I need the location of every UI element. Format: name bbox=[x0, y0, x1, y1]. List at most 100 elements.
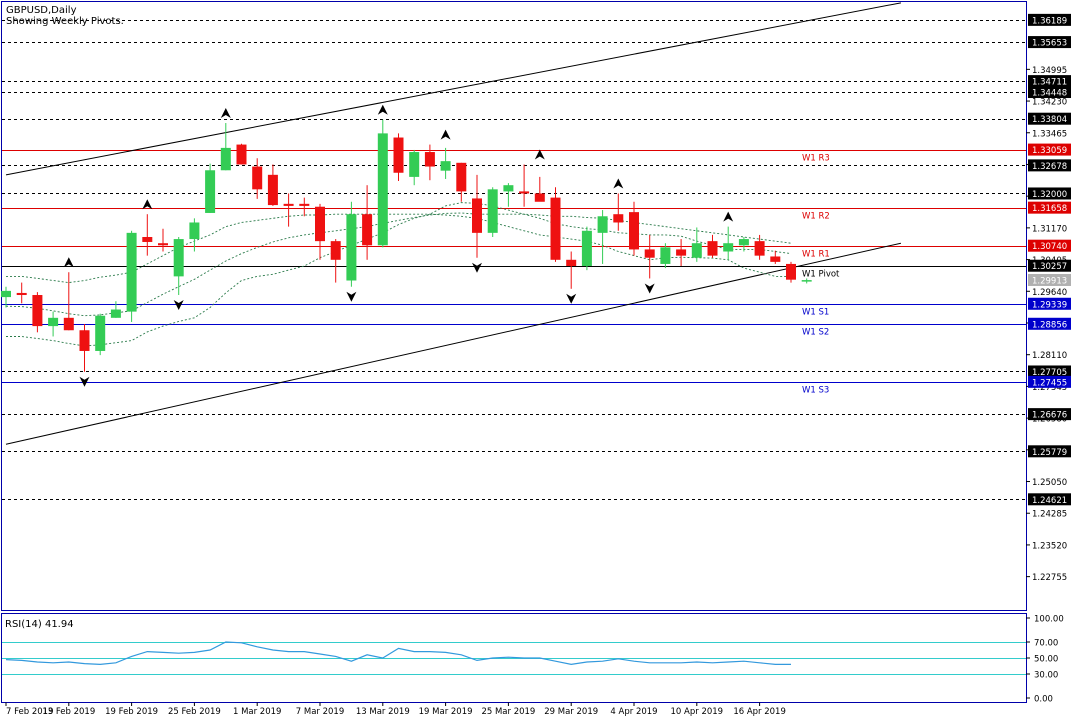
level-price-tag-bg bbox=[1028, 365, 1071, 378]
fractal-down-arrow bbox=[79, 376, 90, 387]
level-price-tag-bg bbox=[1028, 493, 1071, 506]
fractal-up-arrow bbox=[377, 104, 388, 115]
level-price-tag: 1.33804 bbox=[1032, 115, 1067, 125]
trend-line bbox=[5, 242, 902, 445]
level-price-tag: 1.36189 bbox=[1032, 16, 1067, 26]
pivot-line-label: W1 Pivot bbox=[802, 270, 840, 280]
fractal-down-arrow bbox=[644, 283, 655, 294]
time-tick-label: 7 Feb 2019 bbox=[6, 707, 54, 717]
time-tick-label: 25 Mar 2019 bbox=[481, 707, 535, 717]
candle-body bbox=[754, 241, 765, 256]
candle-body bbox=[409, 152, 420, 177]
candle-body bbox=[644, 249, 655, 258]
level-price-tag-bg bbox=[1028, 13, 1071, 26]
candle-body bbox=[110, 309, 121, 318]
price-tick-label: 1.22755 bbox=[1032, 573, 1067, 583]
pivot-price-tag: 1.27455 bbox=[1032, 378, 1067, 388]
time-tick-label: 13 Mar 2019 bbox=[356, 707, 410, 717]
pivot-price-tag-bg bbox=[1028, 201, 1071, 214]
candle-body bbox=[597, 216, 608, 233]
price-tick-label: 1.29640 bbox=[1032, 288, 1067, 298]
level-price-tag-bg bbox=[1028, 36, 1071, 49]
level-price-tag-bg bbox=[1028, 445, 1071, 458]
candle-body bbox=[95, 315, 106, 351]
current-price-tag-bg bbox=[1028, 273, 1071, 286]
fractal-up-arrow bbox=[723, 211, 734, 222]
rsi-tick-label: 30.00 bbox=[1034, 671, 1058, 681]
level-price-tag: 1.34448 bbox=[1032, 89, 1067, 99]
level-price-tag: 1.34711 bbox=[1032, 78, 1067, 88]
candle-body bbox=[801, 280, 812, 282]
candle-body bbox=[48, 317, 59, 327]
symbol-label: GBPUSD,Daily bbox=[6, 5, 77, 16]
candle-body bbox=[676, 249, 687, 256]
candle-body bbox=[236, 144, 247, 165]
candle-body bbox=[707, 241, 718, 256]
envelope-middle bbox=[5, 212, 792, 317]
candle-body bbox=[142, 236, 153, 242]
rsi-label: RSI(14) 41.94 bbox=[5, 619, 74, 630]
price-tick-label: 1.25050 bbox=[1032, 478, 1067, 488]
candle-body bbox=[660, 247, 671, 264]
fractal-markers bbox=[63, 104, 734, 387]
pivot-line-label: W1 S1 bbox=[802, 308, 829, 318]
fractal-up-arrow bbox=[63, 257, 74, 268]
pivot-price-tag: 1.29339 bbox=[1032, 300, 1067, 310]
candle-body bbox=[173, 239, 184, 277]
candle-body bbox=[519, 191, 530, 194]
candles bbox=[1, 119, 812, 372]
candle-body bbox=[472, 198, 482, 233]
price-tick-label: 1.31170 bbox=[1032, 224, 1067, 234]
candle-body bbox=[487, 189, 498, 233]
candle-body bbox=[158, 243, 168, 246]
pivot-line-label: W1 R1 bbox=[802, 250, 830, 260]
candle-body bbox=[534, 193, 545, 202]
pivot-price-tag-bg bbox=[1028, 317, 1071, 330]
main-plot-frame bbox=[1, 1, 1027, 611]
envelope-bands bbox=[5, 202, 792, 347]
fractal-up-arrow bbox=[534, 149, 545, 160]
pivot-line-label: W1 R3 bbox=[802, 154, 830, 164]
pivot-line-label: W1 R2 bbox=[802, 212, 830, 222]
level-price-tag-bg bbox=[1028, 75, 1071, 88]
candle-body bbox=[315, 206, 325, 242]
candle-body bbox=[424, 152, 435, 167]
fractal-up-arrow bbox=[440, 129, 451, 140]
rsi-tick-label: 100.00 bbox=[1034, 615, 1064, 625]
candle-body bbox=[770, 256, 781, 262]
candle-body bbox=[456, 162, 467, 192]
candle-body bbox=[330, 241, 341, 260]
envelope-lower bbox=[6, 202, 792, 347]
fractal-up-arrow bbox=[142, 199, 153, 210]
level-price-tag-bg bbox=[1028, 112, 1071, 125]
time-tick-label: 10 Apr 2019 bbox=[671, 707, 724, 717]
pivot-line-label: W1 S3 bbox=[802, 386, 829, 396]
time-tick-label: 7 Mar 2019 bbox=[296, 707, 344, 717]
candle-body bbox=[189, 222, 200, 240]
pivot-line-label: W1 S2 bbox=[802, 328, 829, 338]
candle-body bbox=[1, 290, 11, 298]
candle-body bbox=[629, 212, 639, 250]
candle-body bbox=[126, 232, 137, 312]
price-tick-label: 1.34995 bbox=[1032, 66, 1067, 76]
price-tick-label: 1.33465 bbox=[1032, 129, 1067, 139]
level-price-tag: 1.24621 bbox=[1032, 496, 1067, 506]
candle-body bbox=[691, 243, 702, 258]
pivot-price-tag-bg bbox=[1028, 375, 1071, 388]
level-price-tag: 1.27705 bbox=[1032, 368, 1067, 378]
level-price-tag-bg bbox=[1028, 187, 1071, 200]
rsi-line bbox=[5, 641, 791, 666]
price-tick-label: 1.23520 bbox=[1032, 541, 1067, 551]
candle-body bbox=[252, 166, 263, 190]
candle-body bbox=[79, 330, 90, 351]
time-tick-label: 19 Feb 2019 bbox=[105, 707, 158, 717]
pivot-price-tag: 1.31658 bbox=[1032, 204, 1067, 214]
level-price-tag: 1.25779 bbox=[1032, 448, 1067, 458]
candle-body bbox=[362, 214, 373, 246]
pivot-price-tag: 1.30740 bbox=[1032, 242, 1067, 252]
time-tick-label: 4 Apr 2019 bbox=[610, 707, 657, 717]
pivot-price-tag-bg bbox=[1028, 239, 1071, 252]
price-tick-label: 1.28110 bbox=[1032, 351, 1067, 361]
